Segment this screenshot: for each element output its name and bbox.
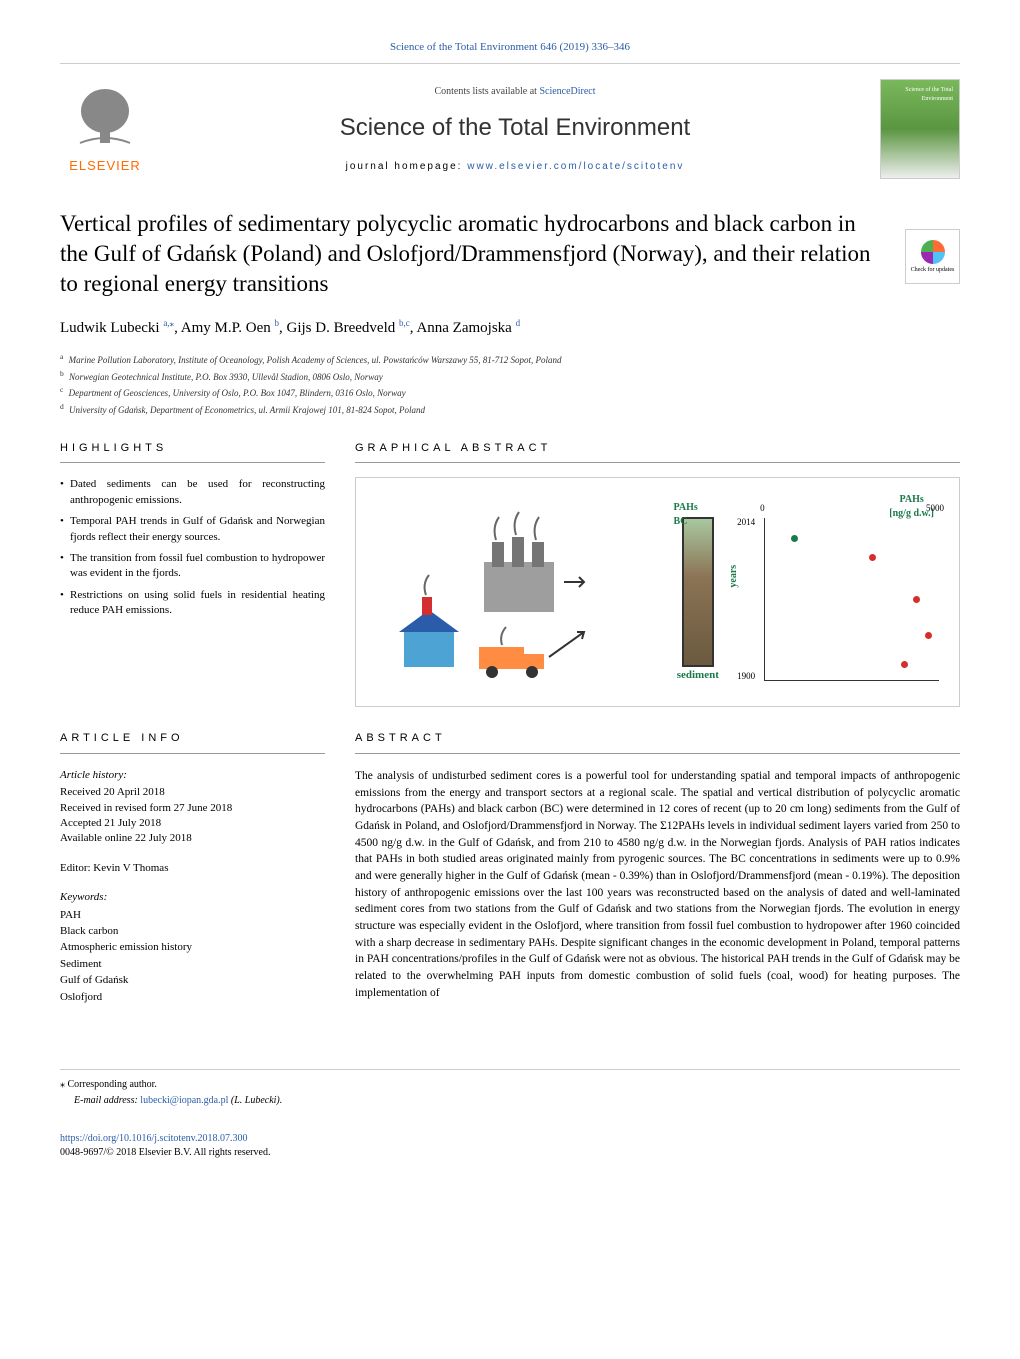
article-title: Vertical profiles of sedimentary polycyc… <box>60 209 960 299</box>
ga-sources-svg <box>384 502 644 682</box>
ga-sources <box>366 502 662 682</box>
info-abstract-row: ARTICLE INFO Article history: Received 2… <box>60 731 960 1018</box>
keywords-list: PAH Black carbon Atmospheric emission hi… <box>60 908 325 1005</box>
affiliations: a Marine Pollution Laboratory, Institute… <box>60 351 960 417</box>
email-label: E-mail address: <box>74 1095 138 1106</box>
affiliation-a: a Marine Pollution Laboratory, Institute… <box>60 351 960 368</box>
highlight-item: Temporal PAH trends in Gulf of Gdańsk an… <box>60 514 325 545</box>
header-rule <box>60 63 960 64</box>
check-updates-text: Check for updates <box>911 266 955 274</box>
copyright-line: 0048-9697/© 2018 Elsevier B.V. All right… <box>60 1146 960 1160</box>
keyword: Atmospheric emission history <box>60 940 325 955</box>
abstract-heading: ABSTRACT <box>355 731 960 753</box>
highlight-item: Restrictions on using solid fuels in res… <box>60 588 325 619</box>
history-label: Article history: <box>60 768 325 783</box>
author-1-sup[interactable]: a,⁎ <box>163 318 174 328</box>
received-date: Received 20 April 2018 <box>60 785 325 800</box>
affiliation-c: c Department of Geosciences, University … <box>60 384 960 401</box>
keyword: Sediment <box>60 957 325 972</box>
corresponding-author: ⁎ Corresponding author. <box>60 1078 960 1092</box>
article-info: Article history: Received 20 April 2018 … <box>60 768 325 1005</box>
check-updates-badge[interactable]: Check for updates <box>905 229 960 284</box>
highlight-item: Dated sediments can be used for reconstr… <box>60 477 325 508</box>
ga-data-point <box>791 535 798 542</box>
journal-cover: Science of the Total Environment <box>880 79 960 179</box>
doi-section: https://doi.org/10.1016/j.scitotenv.2018… <box>60 1132 960 1160</box>
ga-ylabel: years <box>727 565 741 588</box>
affiliation-b: b Norwegian Geotechnical Institute, P.O.… <box>60 368 960 385</box>
ga-chart: 0 5000 2014 1900 <box>764 518 939 681</box>
article-info-section: ARTICLE INFO Article history: Received 2… <box>60 731 325 1018</box>
contents-text: Contents lists available at <box>434 86 536 97</box>
editor-line: Editor: Kevin V Thomas <box>60 861 325 876</box>
cover-title: Science of the Total Environment <box>887 86 953 103</box>
homepage-link[interactable]: www.elsevier.com/locate/scitotenv <box>467 161 684 172</box>
author-2: Amy M.P. Oen <box>181 320 271 336</box>
author-3: Gijs D. Breedveld <box>287 320 396 336</box>
ga-x-min: 0 <box>760 502 765 515</box>
highlights-row: HIGHLIGHTS Dated sediments can be used f… <box>60 441 960 707</box>
ga-data-point <box>901 661 908 668</box>
ga-chart-area: PAHs [ng/g d.w.] years 0 5000 2014 1900 <box>734 488 949 696</box>
ga-data-point <box>925 632 932 639</box>
doi-link[interactable]: https://doi.org/10.1016/j.scitotenv.2018… <box>60 1133 248 1144</box>
journal-name: Science of the Total Environment <box>150 111 880 145</box>
journal-homepage: journal homepage: www.elsevier.com/locat… <box>150 160 880 174</box>
homepage-label: journal homepage: <box>346 161 463 172</box>
contents-line: Contents lists available at ScienceDirec… <box>150 85 880 99</box>
online-date: Available online 22 July 2018 <box>60 831 325 846</box>
ga-y-max: 2014 <box>737 516 755 529</box>
highlights-list: Dated sediments can be used for reconstr… <box>60 477 325 618</box>
ga-y-min: 1900 <box>737 670 755 683</box>
ga-data-point <box>913 596 920 603</box>
affiliation-d: d University of Gdańsk, Department of Ec… <box>60 401 960 418</box>
footer-section: ⁎ Corresponding author. E-mail address: … <box>60 1069 960 1108</box>
abstract-section: ABSTRACT The analysis of undisturbed sed… <box>355 731 960 1018</box>
revised-date: Received in revised form 27 June 2018 <box>60 801 325 816</box>
email-name: (L. Lubecki). <box>231 1095 282 1106</box>
abstract-text: The analysis of undisturbed sediment cor… <box>355 768 960 1001</box>
ga-sediment-label: sediment <box>677 668 719 683</box>
keyword: Gulf of Gdańsk <box>60 973 325 988</box>
highlights-heading: HIGHLIGHTS <box>60 441 325 463</box>
header-row: ELSEVIER Contents lists available at Sci… <box>60 79 960 179</box>
ga-data-point <box>869 554 876 561</box>
ga-sediment-core: PAHs BC sediment <box>682 517 715 667</box>
highlight-item: The transition from fossil fuel combusti… <box>60 551 325 582</box>
elsevier-logo: ELSEVIER <box>60 79 150 179</box>
email-line: E-mail address: lubecki@iopan.gda.pl (L.… <box>60 1094 960 1108</box>
ga-x-max: 5000 <box>926 502 944 515</box>
keywords-label: Keywords: <box>60 890 325 905</box>
email-link[interactable]: lubecki@iopan.gda.pl <box>140 1095 228 1106</box>
keyword: PAH <box>60 908 325 923</box>
authors: Ludwik Lubecki a,⁎, Amy M.P. Oen b, Gijs… <box>60 317 960 339</box>
elsevier-text: ELSEVIER <box>69 157 141 175</box>
sciencedirect-link[interactable]: ScienceDirect <box>539 86 595 97</box>
author-1: Ludwik Lubecki <box>60 320 160 336</box>
author-2-sup[interactable]: b <box>275 318 280 328</box>
header-citation: Science of the Total Environment 646 (20… <box>60 40 960 55</box>
author-4: Anna Zamojska <box>416 320 511 336</box>
keyword: Black carbon <box>60 924 325 939</box>
ga-core-label: PAHs BC <box>674 501 713 529</box>
graphical-abstract-figure: PAHs BC sediment PAHs [ng/g d.w.] years … <box>355 477 960 707</box>
citation-link[interactable]: Science of the Total Environment 646 (20… <box>390 41 630 53</box>
accepted-date: Accepted 21 July 2018 <box>60 816 325 831</box>
graphical-abstract-heading: GRAPHICAL ABSTRACT <box>355 441 960 463</box>
check-updates-icon <box>921 240 945 264</box>
author-4-sup[interactable]: d <box>516 318 521 328</box>
article-info-heading: ARTICLE INFO <box>60 731 325 753</box>
author-3-sup[interactable]: b,c <box>399 318 410 328</box>
graphical-abstract-section: GRAPHICAL ABSTRACT <box>355 441 960 707</box>
elsevier-tree-icon <box>70 83 140 153</box>
keyword: Oslofjord <box>60 990 325 1005</box>
header-center: Contents lists available at ScienceDirec… <box>150 85 880 175</box>
highlights-section: HIGHLIGHTS Dated sediments can be used f… <box>60 441 325 707</box>
